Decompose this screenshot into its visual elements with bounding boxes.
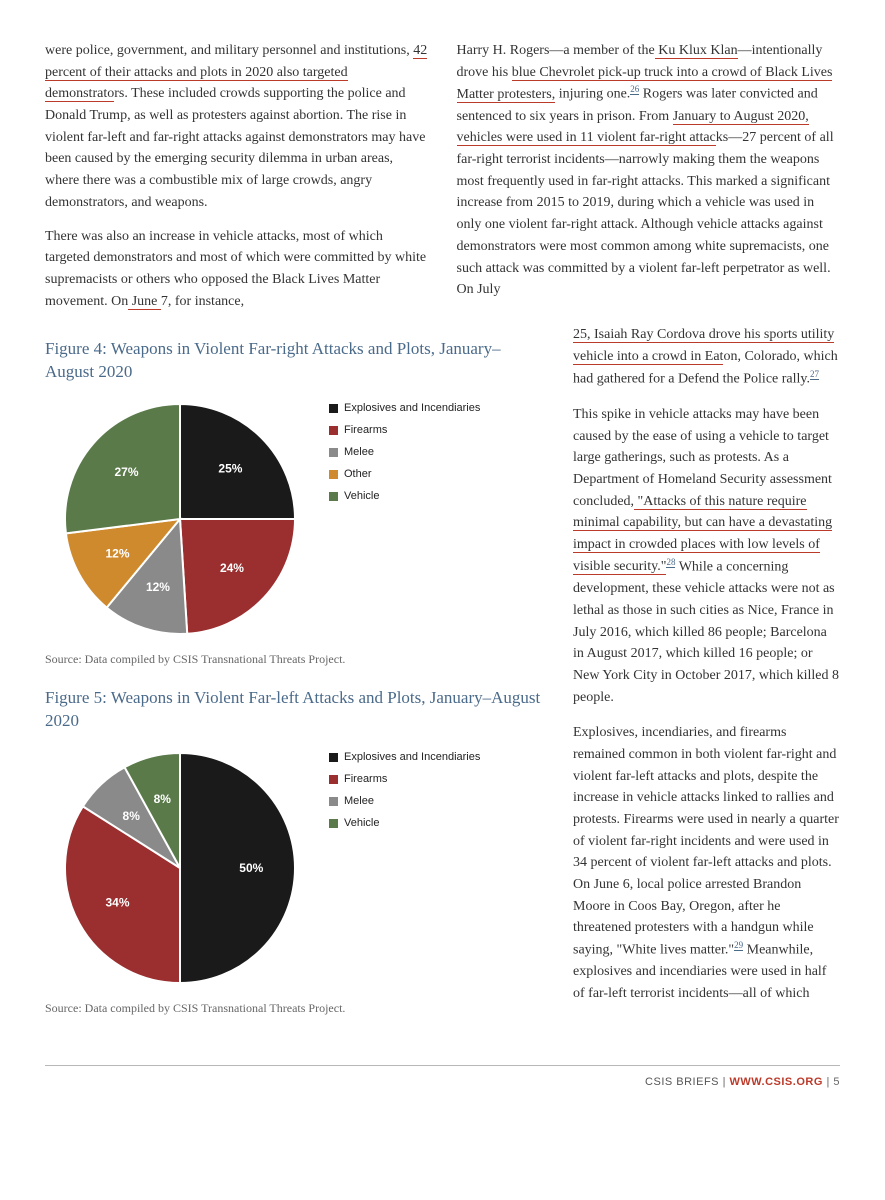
para-rn-3: Explosives, incendiaries, and firearms r…: [573, 722, 840, 1005]
legend-label: Melee: [344, 793, 374, 810]
legend-swatch: [329, 492, 338, 501]
pie-slice: [180, 753, 295, 983]
slice-label: 27%: [115, 465, 139, 479]
footnote-ref[interactable]: 29: [734, 940, 743, 951]
legend-item: Firearms: [329, 422, 480, 439]
footer-link[interactable]: WWW.CSIS.ORG: [730, 1076, 823, 1088]
legend-item: Explosives and Incendiaries: [329, 749, 480, 766]
footnote-ref[interactable]: 26: [630, 84, 639, 95]
highlight: June: [128, 294, 161, 310]
legend-swatch: [329, 753, 338, 762]
text: Explosives, incendiaries, and firearms r…: [573, 725, 839, 958]
highlight: Ku Klux Klan: [655, 43, 738, 59]
footer-page: 5: [833, 1076, 840, 1088]
figure4-title: Figure 4: Weapons in Violent Far-right A…: [45, 338, 545, 384]
legend-swatch: [329, 404, 338, 413]
text: While a concerning development, these ve…: [573, 559, 839, 704]
slice-label: 34%: [106, 895, 130, 909]
figure4-source: Source: Data compiled by CSIS Transnatio…: [45, 650, 545, 669]
figure5-chart: 50% 34% 8% 8% Explosives and Incendiaries Fi…: [45, 743, 545, 993]
text: 7, for instance,: [161, 294, 244, 309]
right-narrow-column: 25, Isaiah Ray Cordova drove his sports …: [573, 324, 840, 1035]
figure5-source: Source: Data compiled by CSIS Transnatio…: [45, 999, 545, 1018]
legend-swatch: [329, 426, 338, 435]
slice-label: 12%: [146, 580, 170, 594]
footer-briefs: CSIS BRIEFS: [645, 1076, 719, 1088]
legend-item: Melee: [329, 444, 480, 461]
figure5-pie: 50% 34% 8% 8%: [45, 743, 315, 993]
legend-label: Vehicle: [344, 815, 379, 832]
text: Harry H. Rogers—a member of the: [457, 43, 655, 58]
legend-label: Firearms: [344, 422, 387, 439]
figures-column: Figure 4: Weapons in Violent Far-right A…: [45, 324, 545, 1035]
para-tr-1: Harry H. Rogers—a member of the Ku Klux …: [457, 40, 841, 301]
para-rn-2: This spike in vehicle attacks may have b…: [573, 404, 840, 708]
figure4-pie: 25% 24% 12% 12% 27%: [45, 394, 315, 644]
legend-item: Vehicle: [329, 815, 480, 832]
pie-slice: [180, 519, 295, 634]
para-tl-1: were police, government, and military pe…: [45, 40, 429, 214]
page-footer: CSIS BRIEFS | WWW.CSIS.ORG | 5: [45, 1065, 840, 1091]
top-columns: were police, government, and military pe…: [45, 40, 840, 324]
text: were police, government, and military pe…: [45, 43, 413, 58]
footnote-ref[interactable]: 27: [810, 369, 819, 380]
top-right-column: Harry H. Rogers—a member of the Ku Klux …: [457, 40, 841, 324]
legend-item: Explosives and Incendiaries: [329, 400, 480, 417]
legend-label: Vehicle: [344, 488, 379, 505]
para-tl-2: There was also an increase in vehicle at…: [45, 226, 429, 313]
legend-item: Other: [329, 466, 480, 483]
text: ks—27 percent of all far-right terrorist…: [457, 130, 834, 297]
legend-label: Firearms: [344, 771, 387, 788]
footer-sep2: |: [823, 1076, 833, 1088]
footer-sep: |: [719, 1076, 729, 1088]
slice-label: 8%: [154, 792, 172, 806]
slice-label: 25%: [218, 462, 242, 476]
slice-label: 24%: [220, 561, 244, 575]
lower-section: Figure 4: Weapons in Violent Far-right A…: [45, 324, 840, 1035]
legend-item: Vehicle: [329, 488, 480, 505]
legend-label: Other: [344, 466, 372, 483]
figure5-legend: Explosives and Incendiaries Firearms Melee…: [329, 749, 480, 837]
figure5-title: Figure 5: Weapons in Violent Far-left At…: [45, 687, 545, 733]
slice-label: 12%: [106, 546, 130, 560]
text: injuring one.: [555, 87, 630, 102]
legend-swatch: [329, 775, 338, 784]
legend-item: Firearms: [329, 771, 480, 788]
legend-label: Melee: [344, 444, 374, 461]
legend-swatch: [329, 448, 338, 457]
legend-swatch: [329, 819, 338, 828]
legend-label: Explosives and Incendiaries: [344, 749, 480, 766]
legend-swatch: [329, 797, 338, 806]
slice-label: 50%: [239, 861, 263, 875]
figure4-legend: Explosives and Incendiaries Firearms Melee…: [329, 400, 480, 510]
legend-label: Explosives and Incendiaries: [344, 400, 480, 417]
top-left-column: were police, government, and military pe…: [45, 40, 429, 324]
legend-item: Melee: [329, 793, 480, 810]
figure4-chart: 25% 24% 12% 12% 27% Explosives and Incendiar…: [45, 394, 545, 644]
slice-label: 8%: [123, 809, 141, 823]
para-rn-1: 25, Isaiah Ray Cordova drove his sports …: [573, 324, 840, 390]
text: rs. These included crowds supporting the…: [45, 86, 425, 209]
legend-swatch: [329, 470, 338, 479]
